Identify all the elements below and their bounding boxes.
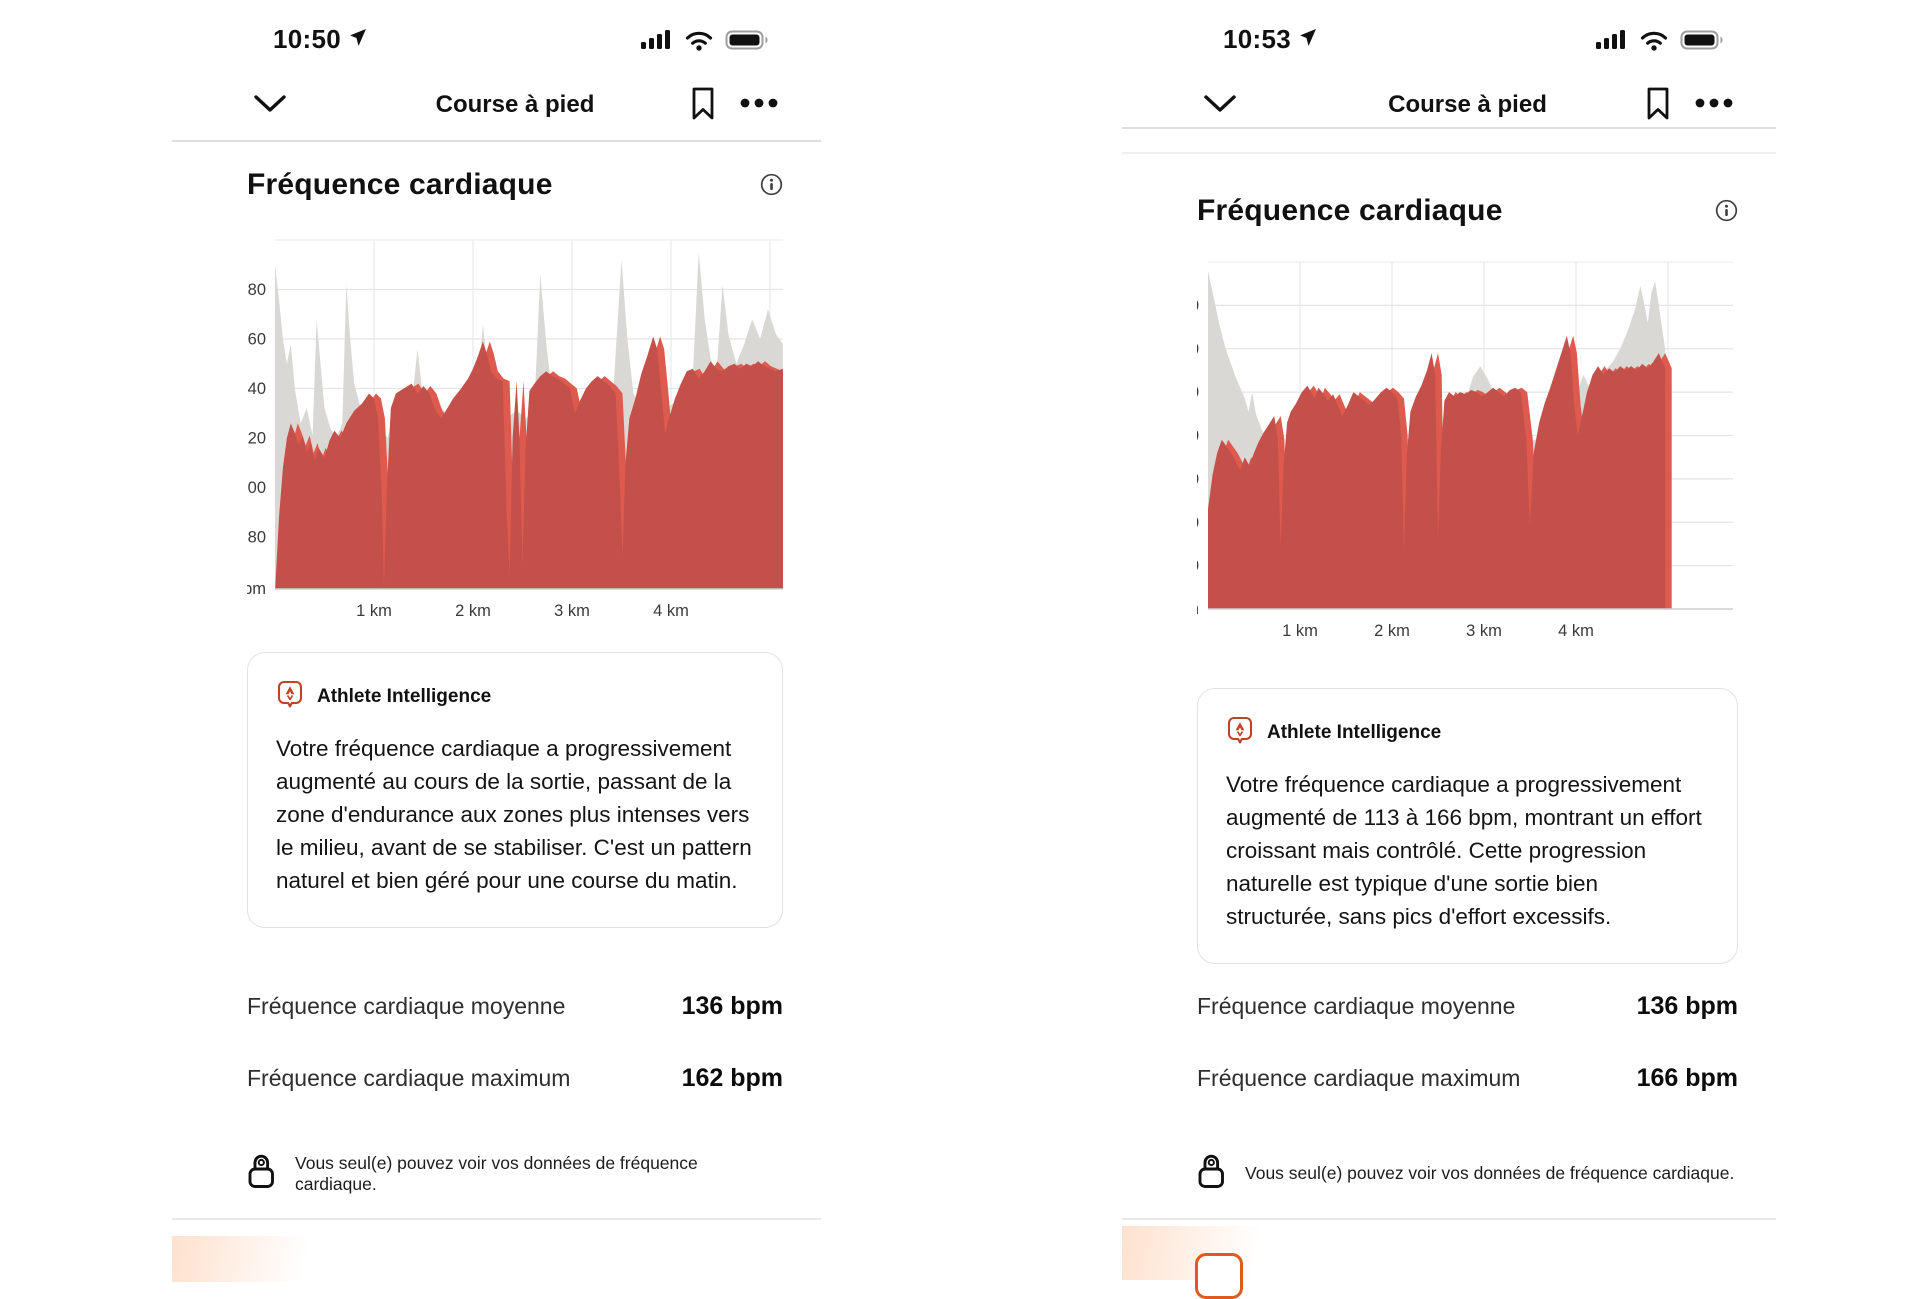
svg-text:140: 140	[1197, 384, 1199, 402]
status-time: 10:50	[273, 24, 341, 54]
status-bar: 10:50	[247, 20, 783, 64]
privacy-note-row: Vous seul(e) pouvez voir vos données de …	[1197, 1152, 1738, 1195]
svg-text:bpm: bpm	[247, 580, 266, 598]
ai-card-title: Athlete Intelligence	[317, 685, 492, 707]
svg-text:2 km: 2 km	[1374, 622, 1410, 640]
svg-text:60: 60	[1197, 557, 1199, 575]
activity-type-title: Course à pied	[435, 91, 595, 118]
svg-text:160: 160	[1197, 340, 1199, 358]
more-options-icon[interactable]	[1692, 94, 1736, 112]
cellular-signal-icon	[639, 28, 673, 57]
section-title: Fréquence cardiaque	[247, 168, 553, 201]
location-arrow-icon	[348, 28, 367, 52]
svg-text:2 km: 2 km	[455, 602, 491, 620]
svg-text:4 km: 4 km	[653, 602, 689, 620]
stat-label: Fréquence cardiaque maximum	[1197, 1065, 1521, 1091]
svg-text:80: 80	[248, 529, 266, 547]
battery-icon	[725, 29, 771, 56]
athlete-intelligence-icon	[1226, 715, 1254, 750]
stat-value: 166 bpm	[1636, 1064, 1738, 1092]
phone-screenshot-left: 10:50 Course à pied	[172, 0, 821, 1282]
card-top-divider	[1122, 152, 1776, 154]
svg-text:3 km: 3 km	[1466, 622, 1502, 640]
status-bar: 10:53	[1197, 20, 1738, 64]
svg-text:140: 140	[247, 380, 266, 398]
athlete-intelligence-card: Athlete Intelligence Votre fréquence car…	[247, 652, 783, 928]
svg-text:120: 120	[1197, 427, 1199, 445]
svg-text:4 km: 4 km	[1558, 622, 1594, 640]
bookmark-icon[interactable]	[1644, 86, 1672, 120]
privacy-note-text: Vous seul(e) pouvez voir vos données de …	[295, 1152, 698, 1194]
privacy-note-text: Vous seul(e) pouvez voir vos données de …	[1245, 1163, 1735, 1183]
stat-row-maximum: Fréquence cardiaque maximum 162 bpm	[247, 1064, 783, 1093]
status-time: 10:53	[1223, 24, 1291, 54]
info-icon[interactable]	[1715, 199, 1738, 227]
section-divider	[1122, 1218, 1776, 1220]
activity-nav-bar: Course à pied	[247, 84, 783, 130]
svg-text:80: 80	[1197, 514, 1199, 532]
svg-text:160: 160	[247, 331, 266, 349]
stat-row-maximum: Fréquence cardiaque maximum 166 bpm	[1197, 1064, 1738, 1093]
ai-card-body: Votre fréquence cardiaque a progressivem…	[276, 736, 752, 893]
ai-card-body: Votre fréquence cardiaque a progressivem…	[1226, 772, 1702, 929]
stat-label: Fréquence cardiaque moyenne	[247, 993, 566, 1019]
stat-value: 136 bpm	[681, 992, 783, 1020]
bookmark-icon[interactable]	[689, 86, 717, 120]
svg-text:100: 100	[1197, 470, 1199, 488]
svg-text:3 km: 3 km	[554, 602, 590, 620]
next-section-peek	[172, 1236, 357, 1282]
svg-text:100: 100	[247, 479, 266, 497]
heart-rate-chart[interactable]: 180 160 140 120 100 80 bpm 1 km 2 km 3 km 4 km	[234, 230, 783, 630]
collapse-chevron-down-icon[interactable]	[251, 92, 289, 118]
section-divider	[172, 1218, 821, 1220]
next-section-card-icon	[1195, 1253, 1243, 1299]
stat-row-average: Fréquence cardiaque moyenne 136 bpm	[247, 992, 783, 1021]
battery-icon	[1680, 29, 1726, 56]
athlete-intelligence-icon	[276, 679, 304, 714]
ai-card-title: Athlete Intelligence	[1267, 721, 1442, 743]
header-divider	[172, 140, 821, 142]
section-title: Fréquence cardiaque	[1197, 194, 1503, 227]
stat-row-average: Fréquence cardiaque moyenne 136 bpm	[1197, 992, 1738, 1021]
info-icon[interactable]	[760, 173, 783, 201]
location-arrow-icon	[1298, 28, 1317, 52]
stat-value: 162 bpm	[681, 1064, 783, 1092]
lock-icon	[1197, 1152, 1225, 1195]
athlete-intelligence-card: Athlete Intelligence Votre fréquence car…	[1197, 688, 1738, 964]
svg-text:180: 180	[1197, 297, 1199, 315]
activity-type-title: Course à pied	[1388, 91, 1547, 118]
wifi-icon	[1638, 28, 1670, 57]
svg-text:1 km: 1 km	[356, 602, 392, 620]
more-options-icon[interactable]	[737, 94, 781, 112]
wifi-icon	[683, 28, 715, 57]
svg-text:bpm: bpm	[1197, 600, 1199, 618]
phone-screenshot-right: 10:53 Course à pied	[1122, 0, 1776, 1299]
cellular-signal-icon	[1594, 28, 1628, 57]
svg-text:1 km: 1 km	[1282, 622, 1318, 640]
collapse-chevron-down-icon[interactable]	[1201, 92, 1239, 118]
svg-text:120: 120	[247, 430, 266, 448]
header-divider	[1122, 127, 1776, 129]
svg-text:180: 180	[247, 281, 266, 299]
privacy-note-row: Vous seul(e) pouvez voir vos données de …	[247, 1152, 783, 1195]
stat-label: Fréquence cardiaque moyenne	[1197, 993, 1516, 1019]
lock-icon	[247, 1152, 275, 1195]
stat-label: Fréquence cardiaque maximum	[247, 1065, 571, 1091]
heart-rate-chart[interactable]: 180 160 140 120 100 80 60 bpm 1 km 2 km 3 km 4 km	[1167, 252, 1738, 652]
activity-nav-bar: Course à pied	[1197, 84, 1738, 130]
stat-value: 136 bpm	[1636, 992, 1738, 1020]
